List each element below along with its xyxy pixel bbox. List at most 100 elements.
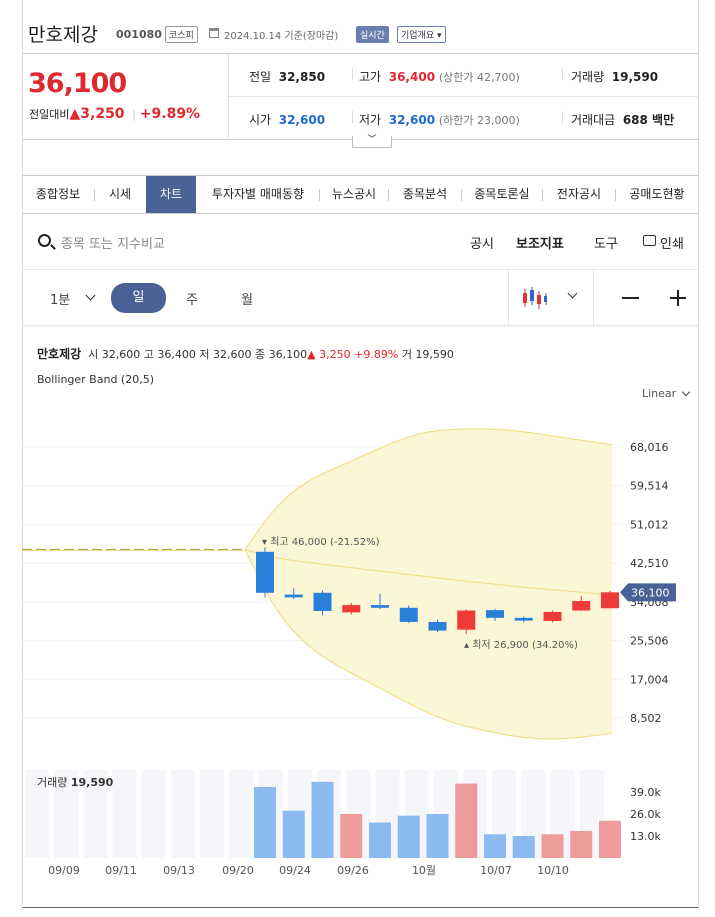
search-icon[interactable] [38,234,51,247]
ohlc-legend: 만호제강 시 32,600 고 36,400 저 32,600 종 36,100… [37,347,454,361]
tab-price[interactable]: 시세 [108,187,132,201]
volume-bar [397,815,420,858]
volume-bar [512,836,535,858]
realtime-button[interactable]: 실시간 [356,26,389,43]
period-month[interactable]: 월 [241,293,253,308]
company-overview-button[interactable]: 기업개요 ▾ [397,26,446,43]
bollinger-label: Bollinger Band (20,5) [37,373,154,386]
candle-body [572,600,591,611]
print-icon[interactable] [643,235,656,246]
trade-amount: 거래대금 688 백만 [571,113,675,127]
tools-button[interactable]: 도구 [594,237,618,252]
candle-body [428,621,447,631]
volume-bar [484,834,506,858]
tab-disclosure[interactable]: 전자공시 [556,187,602,201]
up-triangle-icon: ▲ [69,106,81,122]
tab-investor[interactable]: 투자자별 매매동향 [211,187,305,201]
volume-bg-column [141,770,166,858]
x-tick-label: 09/13 [163,864,195,877]
candle-body [457,610,476,630]
period-day[interactable]: 일 [111,283,166,313]
bollinger-band-fill [245,428,612,739]
bollinger-middle-line [244,548,613,596]
candle-body [342,605,361,613]
volume-bar [369,822,391,858]
period-week[interactable]: 주 [186,293,198,308]
volume-bg-column [171,770,195,858]
prev-close: 전일 32,850 [249,70,326,84]
bollinger-upper-line [244,428,613,550]
volume-bar [599,820,621,858]
y-tick-label: 51,012 [630,518,669,531]
expand-chevron-icon[interactable]: ﹀ [352,136,392,148]
volume-bg-column [25,770,49,858]
tab-summary[interactable]: 종합정보 [35,187,81,201]
candle-body [256,551,274,593]
tab-discussion[interactable]: 종목토론실 [474,187,530,201]
volume-bar [570,830,593,858]
tab-chart[interactable]: 차트 [146,176,196,213]
print-button[interactable]: 인쇄 [660,237,684,252]
volume-bar [340,814,363,858]
volume: 거래량 19,590 [571,70,659,84]
x-tick-label: 09/11 [105,864,137,877]
disclosure-button[interactable]: 공시 [470,237,494,252]
candle-body [371,605,389,608]
tab-short-selling[interactable]: 공매도현황 [629,187,685,201]
period-minute[interactable]: 1분 [50,293,71,308]
volume-bar [254,786,276,858]
volume-bg-column [229,770,254,858]
y-tick-label: 8,502 [630,712,662,725]
x-tick-label: 09/09 [48,864,80,877]
volume-bar [282,810,305,858]
volume-bg-column [83,770,108,858]
main-tabs: 종합정보 시세 차트 투자자별 매매동향 뉴스공시 종목분석 종목토론실 전자공… [22,175,699,214]
base-date: 2024.10.14 기준(장마감) [224,31,339,42]
y-tick-label: 59,514 [630,480,669,493]
volume-tick-label: 39.0k [630,786,661,799]
tab-news[interactable]: 뉴스공시 [331,187,377,201]
candle-body [543,611,562,622]
open-price: 시가 32,600 [249,113,326,127]
x-tick-label: 09/20 [222,864,254,877]
candle-body [601,592,619,609]
candle-body [399,607,418,622]
calendar-icon [209,28,219,38]
y-tick-label: 68,016 [630,441,669,454]
volume-tick-label: 26.0k [630,808,661,821]
y-tick-label: 25,506 [630,635,669,648]
volume-bar [541,834,564,858]
candle-body [284,594,303,598]
zoom-out-icon[interactable] [622,297,639,299]
tab-analysis[interactable]: 종목분석 [402,187,448,201]
volume-bar [311,781,334,858]
compare-search-input[interactable]: 종목 또는 지수비교 [61,237,165,252]
last-price-tag [620,583,676,602]
volume-bg-column [54,770,79,858]
stock-code: 001080 [116,28,162,41]
max-annotation: ▾ 최고 46,000 (-21.52%) [262,536,380,548]
stock-panel [22,0,699,908]
volume-bg-column [112,770,137,858]
y-tick-label: 17,004 [630,673,669,686]
volume-bar [455,783,478,858]
y-tick-label: 42,510 [630,557,669,570]
current-price: 36,100 [28,68,127,99]
change-info: 전일대비▲3,250 | +9.89% [29,106,201,122]
market-badge: 코스피 [165,26,198,43]
volume-tick-label: 13.0k [630,830,661,843]
x-tick-label: 09/26 [337,864,369,877]
stock-header: 만호제강 001080 코스피 2024.10.14 기준(장마감) 실시간 기… [22,0,699,54]
zoom-in-icon[interactable] [670,290,686,306]
candlestick-type-icon[interactable] [522,287,548,309]
x-tick-label: 09/24 [279,864,311,877]
min-annotation: ▴ 최저 26,900 (34.20%) [464,639,578,651]
scale-selector[interactable]: Linear [642,387,690,400]
volume-label: 거래량 19,590 [37,776,114,789]
indicator-button[interactable]: 보조지표 [516,237,564,252]
candle-body [486,610,504,618]
candle-body [313,592,332,612]
low-price: 저가 32,600 (하한가 23,000) [359,113,520,127]
x-tick-label: 10/10 [537,864,569,877]
